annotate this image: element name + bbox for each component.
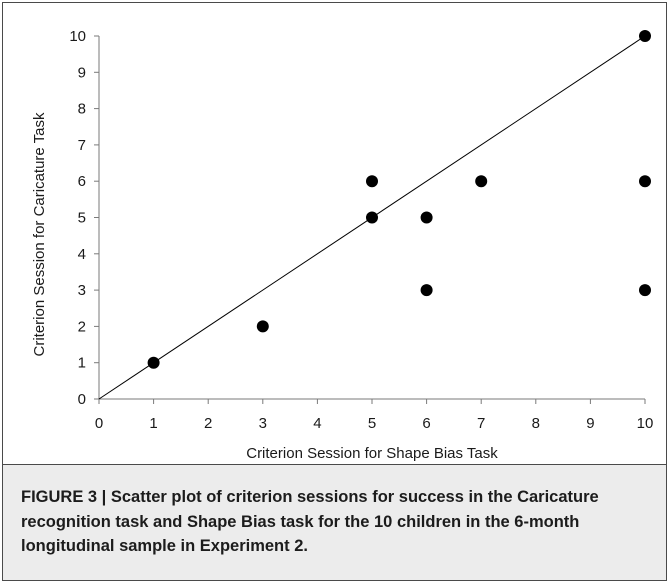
- x-tick-label: 2: [204, 415, 212, 432]
- y-tick-label: 10: [69, 28, 86, 45]
- y-tick-label: 3: [78, 282, 86, 299]
- y-axis-title: Criterion Session for Caricature Task: [31, 112, 48, 356]
- data-point: [420, 284, 433, 297]
- data-point: [639, 284, 651, 297]
- y-tick-label: 1: [78, 355, 86, 372]
- data-point: [639, 30, 651, 42]
- data-point: [366, 175, 378, 188]
- y-tick-label: 9: [78, 64, 86, 81]
- y-tick-label: 8: [78, 101, 86, 118]
- y-tick-label: 6: [78, 173, 86, 190]
- y-tick-label: 0: [78, 391, 86, 408]
- x-tick-label: 4: [313, 415, 321, 432]
- data-points: [147, 30, 651, 369]
- chart-frame: [2, 2, 667, 465]
- data-point: [420, 211, 433, 224]
- data-point: [366, 211, 378, 224]
- x-tick-label: 1: [149, 415, 157, 432]
- y-tick-label: 4: [78, 246, 86, 263]
- data-point: [256, 320, 269, 333]
- x-tick-label: 8: [532, 415, 540, 432]
- x-tick-label: 6: [422, 415, 430, 432]
- x-tick-label: 9: [586, 415, 594, 432]
- y-tick-label: 2: [78, 318, 86, 335]
- data-point: [475, 175, 488, 188]
- y-tick-label: 5: [78, 210, 86, 227]
- axes: [94, 35, 646, 404]
- x-tick-label: 0: [95, 415, 103, 432]
- x-axis-title: Criterion Session for Shape Bias Task: [246, 445, 498, 462]
- y-tick-label: 7: [78, 137, 86, 154]
- x-tick-label: 3: [259, 415, 267, 432]
- x-tick-label: 10: [637, 415, 654, 432]
- figure-caption: FIGURE 3 | Scatter plot of criterion ses…: [21, 488, 599, 555]
- tick-labels: 0 1 2 3 4 5 6 7 8 9 10 0 1 2 3 4 5 6 7 8 9 10: [69, 28, 653, 432]
- scatter-chart: 0 1 2 3 4 5 6 7 8 9 10 0 1 2 3 4 5 6 7 8 9 10 Criterion Sessi…: [31, 28, 653, 462]
- figure-caption-panel: FIGURE 3 | Scatter plot of criterion ses…: [2, 465, 667, 581]
- x-tick-label: 7: [477, 415, 485, 432]
- data-point: [639, 175, 651, 188]
- x-tick-label: 5: [368, 415, 376, 432]
- data-point: [147, 356, 160, 369]
